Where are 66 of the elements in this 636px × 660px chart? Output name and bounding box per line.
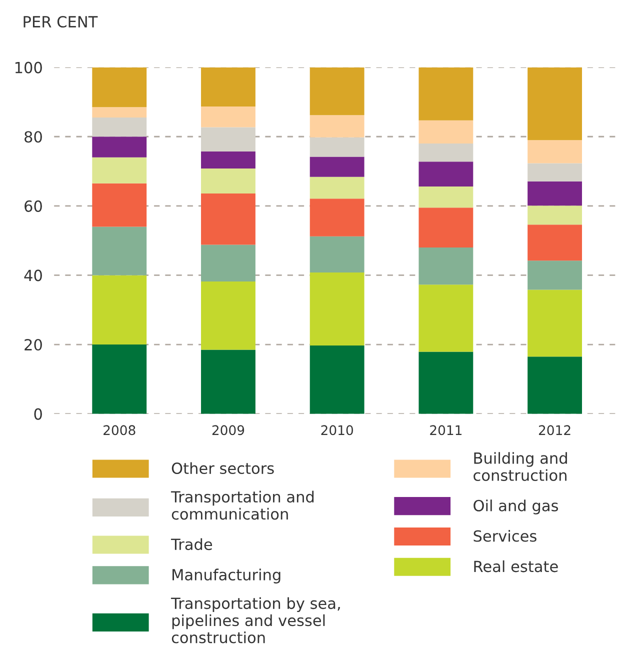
bar — [310, 156, 364, 177]
legend-label: Trade — [170, 538, 212, 550]
bar — [310, 272, 364, 346]
y-tick-label: 20 — [24, 338, 42, 351]
bar — [201, 281, 256, 350]
legend-label: Real estate — [474, 560, 558, 572]
bar — [201, 168, 256, 194]
legend-label: Other sectors — [172, 462, 274, 474]
bar — [310, 346, 364, 414]
x-tick-label: 2012 — [538, 425, 570, 436]
bar — [201, 152, 256, 168]
bar — [418, 162, 474, 187]
legend-label: Transportation by sea, pipelines and vessel construction — [170, 597, 340, 644]
legend-label: Services — [474, 530, 536, 542]
bar — [418, 144, 474, 162]
y-tick-label: 100 — [15, 62, 42, 74]
bar — [201, 350, 256, 414]
bar — [92, 183, 147, 227]
x-tick-label: 2008 — [104, 425, 136, 436]
bar — [310, 137, 364, 157]
bar — [418, 284, 474, 352]
bar — [418, 208, 474, 248]
bar — [528, 290, 582, 357]
bar — [310, 198, 364, 236]
bar — [528, 356, 582, 414]
legend-label: Oil and gas — [474, 500, 558, 514]
x-tick-label: 2009 — [212, 425, 244, 436]
x-tick-label: 2011 — [430, 425, 462, 436]
y-tick-label: 60 — [24, 200, 42, 212]
bar — [528, 206, 582, 225]
bar — [92, 275, 147, 345]
bar — [201, 244, 256, 282]
bar — [92, 344, 147, 414]
x-tick-label: 2010 — [321, 425, 353, 436]
bar — [92, 226, 147, 276]
bar — [201, 106, 256, 128]
bar — [528, 163, 582, 182]
bar — [418, 120, 474, 144]
legend-label: Building and construction — [474, 452, 567, 482]
y-tick-label: 80 — [24, 131, 42, 143]
bar — [418, 67, 474, 120]
bar — [528, 224, 582, 261]
bar — [528, 260, 582, 290]
bar — [310, 115, 364, 138]
bar — [418, 248, 474, 285]
y-axis-title: PER CENT — [24, 16, 98, 28]
bar — [528, 140, 582, 164]
bar — [92, 136, 147, 158]
legend-label: Transportation and communication — [170, 490, 314, 520]
bar — [310, 67, 364, 116]
bar — [418, 186, 474, 208]
bar — [201, 67, 256, 106]
y-tick-label: 40 — [24, 270, 42, 282]
bar — [92, 118, 147, 137]
bar — [92, 67, 147, 108]
y-tick-label: 0 — [34, 408, 42, 420]
bar — [92, 107, 147, 118]
bar — [201, 193, 256, 245]
bar — [310, 236, 364, 272]
bar — [418, 352, 474, 414]
bar — [201, 127, 256, 152]
bar — [92, 157, 147, 184]
legend-label: Manufacturing — [172, 568, 280, 584]
bar — [528, 67, 582, 140]
bar — [310, 176, 364, 199]
bar — [528, 181, 582, 206]
